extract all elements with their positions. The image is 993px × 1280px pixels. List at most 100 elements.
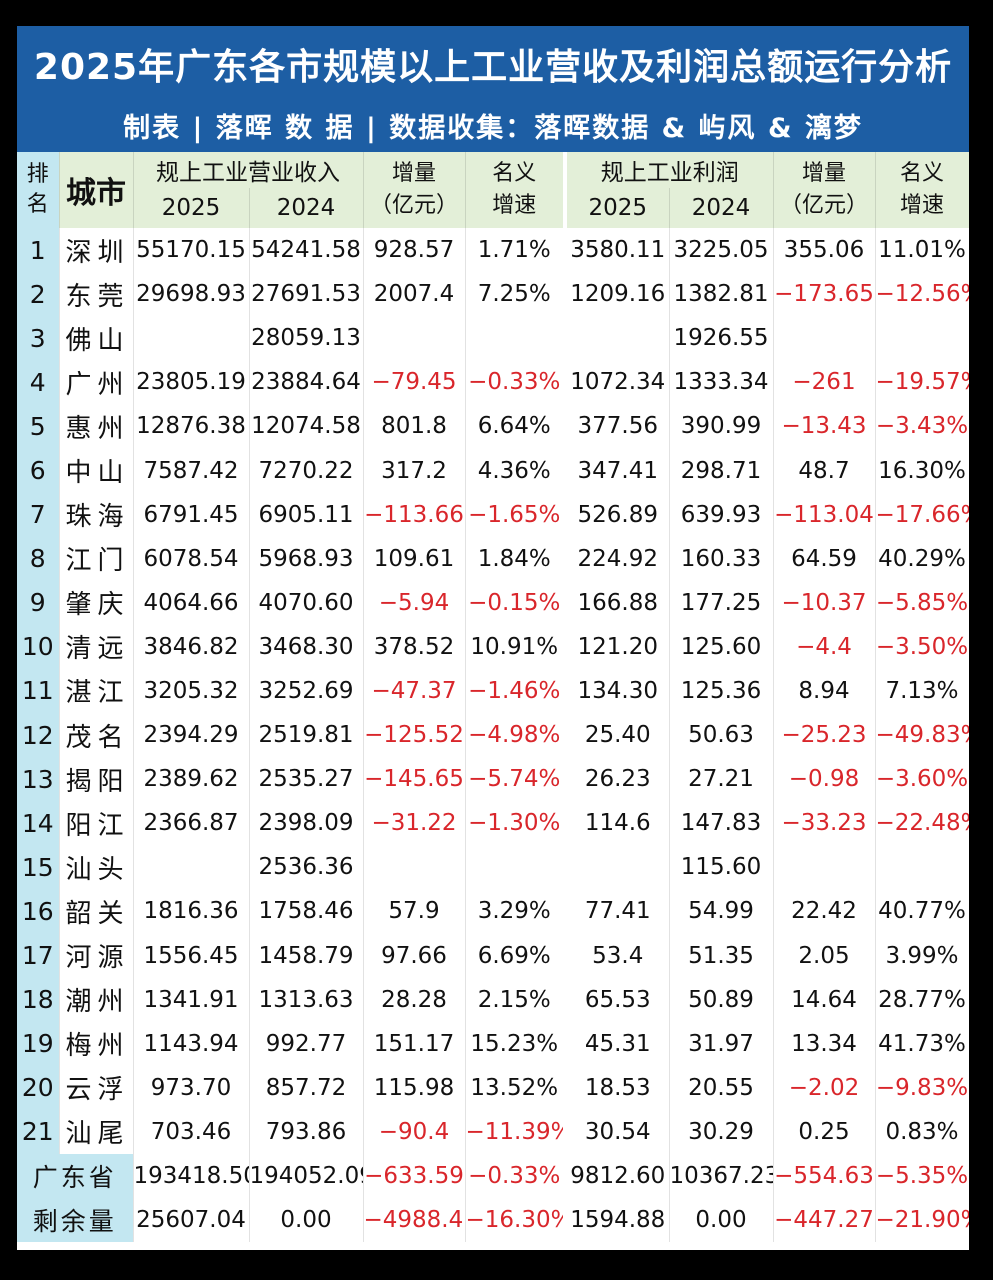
pro-2025-cell: 121.20 <box>565 624 670 669</box>
pro-2025-cell: 26.23 <box>565 757 670 802</box>
rev-2025-cell: 29698.93 <box>133 272 250 317</box>
total-rev-growth-cell: −16.30% <box>465 1198 567 1243</box>
pro-2024-cell: 51.35 <box>669 933 774 978</box>
rev-2025-cell: 1143.94 <box>133 1021 250 1066</box>
city-cell: 湛江 <box>59 668 134 714</box>
rev-change-cell: −47.37 <box>363 668 466 714</box>
city-cell: 云浮 <box>59 1065 134 1110</box>
total-pro-2025-cell: 9812.60 <box>565 1153 670 1199</box>
table-row: 11 湛江 3205.32 3252.69 −47.37 −1.46% 134.30 125.… <box>17 668 969 714</box>
city-cell: 揭阳 <box>59 757 134 802</box>
pro-growth-cell: 11.01% <box>875 228 969 273</box>
data-table: 排名 城市 规上工业营业收入 增量 （亿元） 名义 增速 规上工业利润 增量 （亿元）… <box>17 152 969 1243</box>
pro-2025-cell: 18.53 <box>565 1065 670 1110</box>
rev-2024-cell: 28059.13 <box>249 316 364 361</box>
rank-cell: 21 <box>17 1109 60 1154</box>
rank-cell: 4 <box>17 360 60 405</box>
rev-2025-cell: 703.46 <box>133 1109 250 1154</box>
rev-2024-cell: 54241.58 <box>249 228 364 273</box>
city-cell: 深圳 <box>59 228 134 273</box>
pro-change-cell: 13.34 <box>773 1021 876 1066</box>
total-label: 剩余量 <box>17 1198 134 1243</box>
pro-change-cell: −4.4 <box>773 624 876 669</box>
city-cell: 韶关 <box>59 889 134 934</box>
rev-change-cell: 115.98 <box>363 1065 466 1110</box>
pro-growth-cell <box>875 845 969 890</box>
pro-2025-cell: 3580.11 <box>565 228 670 273</box>
pro-2025-cell: 1209.16 <box>565 272 670 317</box>
rev-2024-cell: 992.77 <box>249 1021 364 1066</box>
rev-change-cell: 109.61 <box>363 536 466 581</box>
table-row: 14 阳江 2366.87 2398.09 −31.22 −1.30% 114.6 147.8… <box>17 801 969 846</box>
rev-growth-cell: 4.36% <box>465 448 567 493</box>
pro-2024-header: 2024 <box>669 188 774 228</box>
pro-change-cell: −173.65 <box>773 272 876 317</box>
pro-growth-cell: −17.66% <box>875 492 969 537</box>
pro-growth-cell: 40.77% <box>875 889 969 934</box>
rev-2025-cell: 1816.36 <box>133 889 250 934</box>
city-cell: 河源 <box>59 933 134 978</box>
pro-2025-cell: 377.56 <box>565 404 670 449</box>
pro-2024-cell: 31.97 <box>669 1021 774 1066</box>
rev-growth-cell: 15.23% <box>465 1021 567 1066</box>
rev-2025-cell <box>133 316 250 361</box>
city-cell: 清远 <box>59 624 134 669</box>
table-row: 10 清远 3846.82 3468.30 378.52 10.91% 121.20 125.… <box>17 624 969 669</box>
rev-2025-header: 2025 <box>133 188 250 228</box>
rank-cell: 7 <box>17 492 60 537</box>
total-rev-2025-cell: 193418.50 <box>133 1153 250 1199</box>
rev-change-cell: −5.94 <box>363 580 466 625</box>
total-rev-change-cell: −633.59 <box>363 1153 466 1199</box>
pro-2024-cell: 160.33 <box>669 536 774 581</box>
pro-change-cell: −33.23 <box>773 801 876 846</box>
rev-growth-cell <box>465 845 567 890</box>
city-cell: 佛山 <box>59 316 134 361</box>
pro-2025-header: 2025 <box>565 188 670 228</box>
rev-change-l2: （亿元） <box>369 193 458 218</box>
rev-growth-cell: 1.84% <box>465 536 567 581</box>
city-cell: 汕尾 <box>59 1109 134 1154</box>
rev-2024-cell: 3252.69 <box>249 668 364 714</box>
pro-2024-cell: 115.60 <box>669 845 774 890</box>
pro-growth-cell: −19.57% <box>875 360 969 405</box>
pro-change-cell: 355.06 <box>773 228 876 273</box>
pro-growth-cell: −49.83% <box>875 713 969 758</box>
rank-cell: 14 <box>17 801 60 846</box>
table-row: 15 汕头 2536.36 115.60 <box>17 845 969 890</box>
pro-2024-cell: 125.60 <box>669 624 774 669</box>
rank-cell: 5 <box>17 404 60 449</box>
pro-growth-cell: 16.30% <box>875 448 969 493</box>
rev-growth-cell: 13.52% <box>465 1065 567 1110</box>
pro-growth-cell: 40.29% <box>875 536 969 581</box>
rev-2025-cell: 23805.19 <box>133 360 250 405</box>
pro-change-cell: 14.64 <box>773 977 876 1022</box>
city-cell: 潮州 <box>59 977 134 1022</box>
rev-2024-cell: 12074.58 <box>249 404 364 449</box>
rev-growth-cell: −1.65% <box>465 492 567 537</box>
rev-2025-cell: 2394.29 <box>133 713 250 758</box>
rev-2024-cell: 6905.11 <box>249 492 364 537</box>
table-row: 8 江门 6078.54 5968.93 109.61 1.84% 224.92 160.33… <box>17 536 969 581</box>
total-rev-change-cell: −4988.47 <box>363 1198 466 1243</box>
rank-cell: 3 <box>17 316 60 361</box>
table-row: 7 珠海 6791.45 6905.11 −113.66 −1.65% 526.89 639.… <box>17 492 969 537</box>
rev-growth-cell: 7.25% <box>465 272 567 317</box>
pro-2024-cell: 20.55 <box>669 1065 774 1110</box>
pro-change-header: 增量 （亿元） <box>773 152 876 228</box>
rank-cell: 10 <box>17 624 60 669</box>
pro-2024-cell: 50.63 <box>669 713 774 758</box>
pro-2024-cell: 639.93 <box>669 492 774 537</box>
rev-change-cell: 28.28 <box>363 977 466 1022</box>
rank-cell: 8 <box>17 536 60 581</box>
total-pro-growth-cell: −21.90% <box>875 1198 969 1243</box>
rev-change-l1: 增量 <box>391 161 436 186</box>
rank-cell: 18 <box>17 977 60 1022</box>
rank-cell: 11 <box>17 668 60 714</box>
pro-2024-cell: 54.99 <box>669 889 774 934</box>
table-row: 20 云浮 973.70 857.72 115.98 13.52% 18.53 20.55 −2… <box>17 1065 969 1110</box>
rev-2025-cell: 2389.62 <box>133 757 250 802</box>
pro-growth-cell: 28.77% <box>875 977 969 1022</box>
total-pro-growth-cell: −5.35% <box>875 1153 969 1199</box>
pro-2025-cell: 45.31 <box>565 1021 670 1066</box>
rev-growth-cell: 1.71% <box>465 228 567 273</box>
